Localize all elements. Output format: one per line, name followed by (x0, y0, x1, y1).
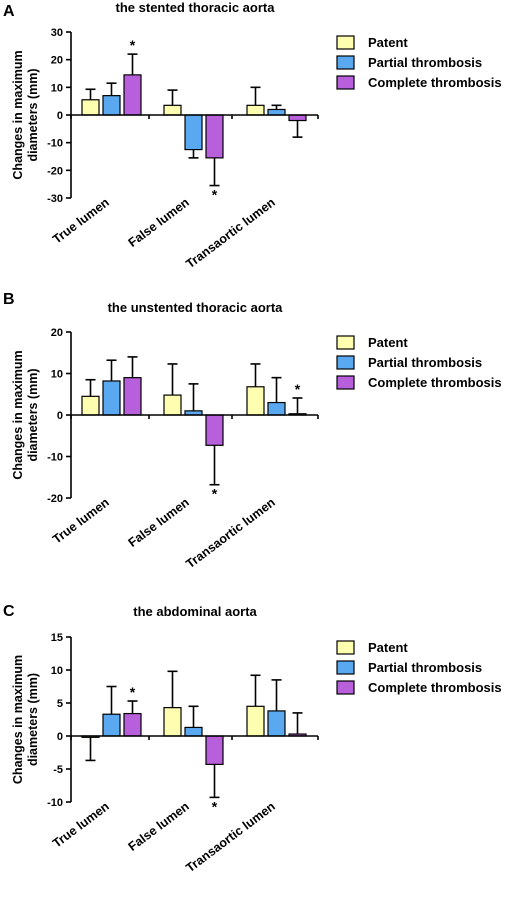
legend-swatch (336, 660, 355, 675)
bar-complete-thrombosis-0 (123, 377, 142, 416)
bar-patent-1 (163, 707, 182, 737)
bar-patent-2 (246, 104, 265, 116)
category-label: Transaortic lumen (183, 495, 277, 571)
y-tick-label: 30 (51, 27, 63, 39)
legend-label: Patent (368, 35, 408, 50)
bar-complete-thrombosis-2 (288, 114, 307, 122)
y-tick-label: 10 (51, 369, 63, 381)
y-tick-label: -10 (47, 797, 63, 809)
legend-swatch (336, 375, 355, 390)
legend-swatch (336, 640, 355, 655)
category-label: False lumen (126, 799, 192, 854)
legend-label: Complete thrombosis (368, 680, 502, 695)
legend-swatch (336, 355, 355, 370)
bar-partial-thrombosis-1 (184, 726, 203, 737)
y-tick-label: -30 (47, 193, 63, 205)
y-axis-label: Changes in maximumdiameters (mm) (11, 655, 40, 784)
chart-title: the unstented thoracic aorta (108, 300, 284, 315)
bar-patent-1 (163, 394, 182, 416)
y-tick-label: 20 (51, 55, 63, 67)
category-label: False lumen (126, 495, 192, 550)
legend-label: Complete thrombosis (368, 375, 502, 390)
y-tick-label: 5 (57, 698, 63, 710)
bar-patent-0 (81, 395, 100, 416)
category-label: Transaortic lumen (183, 799, 277, 875)
chart-title: the stented thoracic aorta (116, 0, 276, 15)
bar-partial-thrombosis-2 (267, 401, 286, 416)
y-tick-label: 15 (51, 632, 63, 644)
bar-partial-thrombosis-1 (184, 114, 203, 151)
bar-complete-thrombosis-0 (123, 712, 142, 737)
y-tick-label: -5 (53, 764, 63, 776)
bar-patent-2 (246, 386, 265, 416)
significance-marker: * (212, 798, 218, 814)
y-tick-label: 0 (57, 731, 63, 743)
legend-label: Partial thrombosis (368, 660, 482, 675)
y-tick-label: 0 (57, 110, 63, 122)
panel-letter: B (3, 291, 15, 308)
significance-marker: * (130, 684, 136, 700)
significance-marker: * (130, 37, 136, 53)
y-axis-label: Changes in maximumdiameters (mm) (11, 350, 40, 479)
y-tick-label: 20 (51, 327, 63, 339)
bar-complete-thrombosis-1 (205, 114, 224, 159)
significance-marker: * (295, 381, 301, 397)
bar-partial-thrombosis-0 (102, 95, 121, 116)
bar-partial-thrombosis-0 (102, 380, 121, 416)
legend-swatch (336, 680, 355, 695)
panel-letter: A (3, 3, 15, 20)
legend-swatch (336, 55, 355, 70)
bar-partial-thrombosis-2 (267, 108, 286, 116)
bar-patent-0 (81, 99, 100, 116)
legend-label: Partial thrombosis (368, 55, 482, 70)
y-axis-label: Changes in maximumdiameters (mm) (11, 50, 40, 179)
legend-swatch (336, 35, 355, 50)
legend-swatch (336, 335, 355, 350)
bar-patent-2 (246, 705, 265, 737)
legend-swatch (336, 75, 355, 90)
bar-complete-thrombosis-1 (205, 414, 224, 446)
y-tick-label: 10 (51, 665, 63, 677)
legend-label: Patent (368, 640, 408, 655)
bar-patent-1 (163, 104, 182, 116)
bar-complete-thrombosis-1 (205, 735, 224, 765)
y-tick-label: -10 (47, 452, 63, 464)
significance-marker: * (212, 187, 218, 203)
bar-partial-thrombosis-2 (267, 710, 286, 737)
y-tick-label: -20 (47, 493, 63, 505)
y-tick-label: -20 (47, 165, 63, 177)
chart-title: the abdominal aorta (133, 604, 257, 619)
y-tick-label: 10 (51, 82, 63, 94)
bar-partial-thrombosis-0 (102, 713, 121, 737)
significance-marker: * (212, 486, 218, 502)
category-label: False lumen (126, 195, 192, 250)
legend-label: Complete thrombosis (368, 75, 502, 90)
category-label: Transaortic lumen (183, 195, 277, 271)
legend-label: Patent (368, 335, 408, 350)
legend-label: Partial thrombosis (368, 355, 482, 370)
bar-complete-thrombosis-0 (123, 74, 142, 116)
y-tick-label: 0 (57, 410, 63, 422)
y-tick-label: -10 (47, 138, 63, 150)
panel-letter: C (3, 603, 15, 620)
